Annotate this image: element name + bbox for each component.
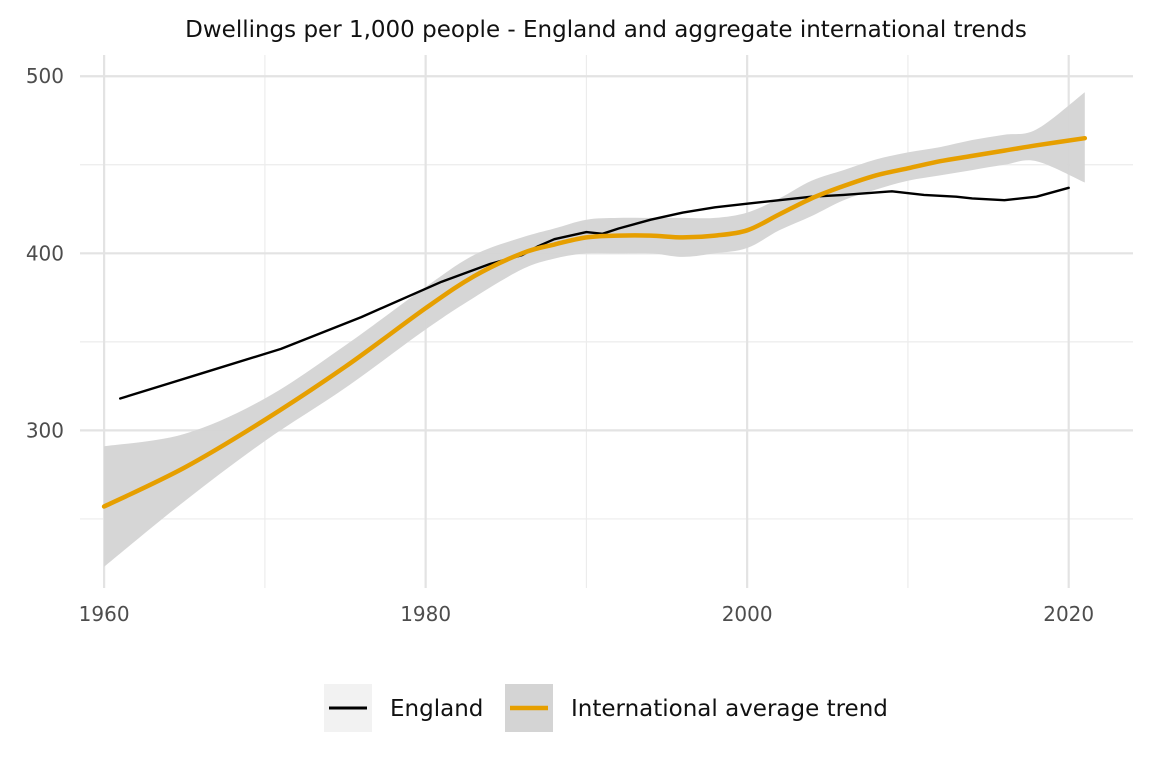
legend-item-england: England — [324, 684, 483, 732]
grid-minor — [80, 55, 1133, 588]
x-tick-label: 1960 — [79, 602, 130, 626]
x-axis-ticks: 1960 1980 2000 2020 — [79, 602, 1094, 626]
legend-label: International average trend — [571, 696, 888, 722]
confidence-band — [104, 92, 1085, 567]
grid-major — [80, 55, 1133, 588]
chart-title: Dwellings per 1,000 people - England and… — [185, 17, 1027, 43]
series-line-international-trend — [101, 135, 1088, 509]
x-tick-label: 2020 — [1043, 602, 1094, 626]
y-tick-label: 500 — [26, 64, 64, 88]
series-lines — [101, 135, 1088, 509]
legend-item-international-trend: International average trend — [505, 684, 888, 732]
y-tick-label: 300 — [26, 418, 64, 442]
legend-label: England — [390, 696, 483, 722]
x-tick-label: 1980 — [400, 602, 451, 626]
y-tick-label: 400 — [26, 241, 64, 265]
confidence-bands — [104, 92, 1085, 567]
legend: England International average trend — [324, 684, 888, 732]
x-tick-label: 2000 — [722, 602, 773, 626]
y-axis-ticks: 300 400 500 — [26, 64, 64, 442]
series-line-england — [119, 186, 1070, 400]
